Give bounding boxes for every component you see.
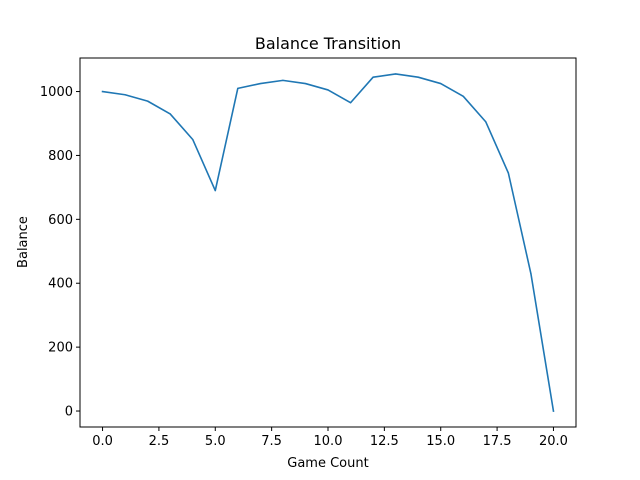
balance-data-point bbox=[304, 82, 307, 85]
y-tick-label: 400 bbox=[48, 277, 73, 292]
x-tick-label: 20.0 bbox=[539, 434, 568, 449]
balance-data-point bbox=[169, 113, 171, 115]
balance-data-point bbox=[349, 102, 352, 104]
balance-data-point bbox=[259, 82, 261, 85]
balance-data-point bbox=[327, 89, 329, 91]
x-axis-ticks: 0.0 2.5 5.0 7.5 10.0 12.5 15.0 17.5 20.0 bbox=[92, 427, 568, 449]
y-tick-label: 200 bbox=[48, 341, 73, 356]
balance-data-point bbox=[485, 121, 487, 123]
x-tick-label: 0.0 bbox=[92, 434, 113, 449]
x-tick-label: 17.5 bbox=[483, 434, 512, 449]
balance-data-point bbox=[124, 94, 126, 96]
balance-data-point bbox=[440, 82, 442, 85]
x-tick-label: 2.5 bbox=[149, 434, 170, 449]
chart-title: Balance Transition bbox=[255, 34, 401, 53]
x-tick-label: 12.5 bbox=[370, 434, 399, 449]
series-layer bbox=[101, 73, 555, 412]
balance-data-point bbox=[507, 172, 509, 174]
balance-data-point bbox=[147, 100, 149, 102]
balance-data-point bbox=[372, 76, 374, 78]
balance-data-point bbox=[282, 79, 284, 81]
balance-data-point bbox=[395, 73, 397, 75]
plot-frame bbox=[79, 57, 577, 428]
balance-data-point bbox=[462, 95, 464, 97]
x-axis-title: Game Count bbox=[287, 456, 368, 471]
y-tick-label: 600 bbox=[48, 213, 73, 228]
x-tick-label: 5.0 bbox=[205, 434, 226, 449]
y-axis-ticks: 0 200 400 600 800 1000 bbox=[40, 85, 80, 420]
balance-data-point bbox=[237, 87, 239, 89]
balance-data-point bbox=[101, 90, 104, 93]
y-axis-title: Balance bbox=[16, 216, 31, 268]
y-tick-label: 800 bbox=[48, 149, 73, 164]
balance-data-point bbox=[530, 273, 532, 275]
balance-data-point bbox=[552, 410, 555, 412]
y-tick-label: 1000 bbox=[40, 85, 73, 100]
balance-data-point bbox=[192, 138, 194, 141]
y-tick-label: 0 bbox=[65, 405, 73, 420]
balance-data-point bbox=[214, 189, 216, 192]
balance-data-point bbox=[417, 76, 419, 78]
x-tick-label: 7.5 bbox=[261, 434, 282, 449]
x-tick-label: 10.0 bbox=[314, 434, 343, 449]
x-tick-label: 15.0 bbox=[426, 434, 455, 449]
